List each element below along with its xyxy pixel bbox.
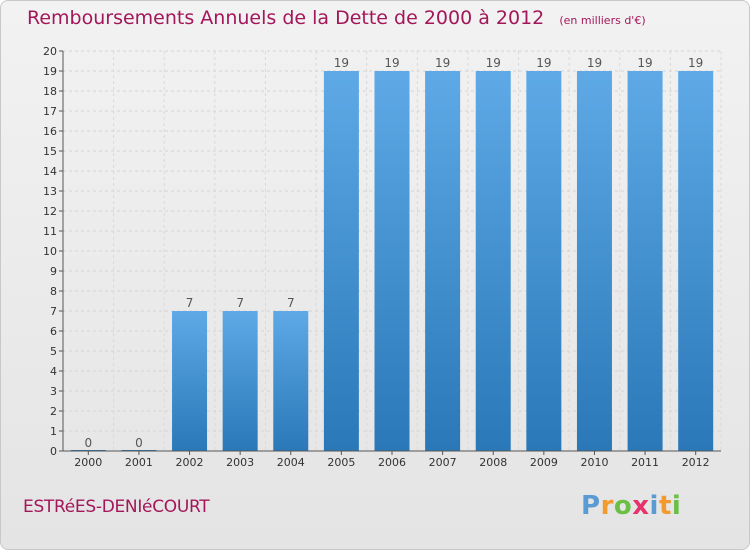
y-tick-label: 2	[50, 405, 57, 418]
bar	[627, 71, 663, 451]
y-tick-label: 1	[50, 425, 57, 438]
x-tick-label: 2006	[378, 456, 406, 469]
y-tick-label: 4	[50, 365, 57, 378]
x-tick-label: 2012	[682, 456, 710, 469]
y-tick-label: 9	[50, 265, 57, 278]
x-tick-label: 2002	[176, 456, 204, 469]
x-tick-label: 2008	[479, 456, 507, 469]
x-tick-label: 2011	[631, 456, 659, 469]
y-tick-label: 20	[43, 45, 57, 58]
data-label: 19	[435, 56, 450, 70]
data-label: 19	[536, 56, 551, 70]
bar	[374, 71, 410, 451]
y-tick-label: 8	[50, 285, 57, 298]
y-tick-label: 17	[43, 105, 57, 118]
bar	[222, 311, 258, 451]
data-label: 19	[384, 56, 399, 70]
bar	[526, 71, 562, 451]
y-tick-label: 11	[43, 225, 57, 238]
x-tick-label: 2001	[125, 456, 153, 469]
y-tick-label: 14	[43, 165, 57, 178]
axes	[59, 50, 721, 455]
x-tick-label: 2010	[580, 456, 608, 469]
bar	[323, 71, 359, 451]
y-tick-label: 7	[50, 305, 57, 318]
y-tick-label: 12	[43, 205, 57, 218]
data-label: 7	[236, 296, 244, 310]
x-tick-label: 2005	[327, 456, 355, 469]
y-tick-label: 18	[43, 85, 57, 98]
x-tick-label: 2003	[226, 456, 254, 469]
data-label: 19	[486, 56, 501, 70]
y-tick-label: 19	[43, 65, 57, 78]
data-label: 19	[688, 56, 703, 70]
bar	[172, 311, 208, 451]
data-label: 0	[135, 436, 143, 450]
proxiti-logo: Proxiti	[581, 491, 682, 521]
title-row: Remboursements Annuels de la Dette de 20…	[27, 7, 646, 29]
data-label: 7	[287, 296, 295, 310]
bar	[273, 311, 309, 451]
commune-name: ESTRéES-DENIéCOURT	[23, 497, 210, 517]
bars	[70, 71, 714, 451]
y-tick-label: 15	[43, 145, 57, 158]
bar	[475, 71, 511, 451]
bar	[425, 71, 461, 451]
y-tick-label: 10	[43, 245, 57, 258]
labels: 0123456789101112131415161718192002000020…	[43, 45, 710, 469]
x-tick-label: 2009	[530, 456, 558, 469]
x-tick-label: 2000	[74, 456, 102, 469]
x-tick-label: 2007	[429, 456, 457, 469]
chart-unit: (en milliers d'€)	[559, 14, 646, 27]
data-label: 7	[186, 296, 194, 310]
y-tick-label: 0	[50, 445, 57, 458]
y-tick-label: 16	[43, 125, 57, 138]
chart-title: Remboursements Annuels de la Dette de 20…	[27, 7, 545, 29]
y-tick-label: 13	[43, 185, 57, 198]
data-label: 0	[84, 436, 92, 450]
data-label: 19	[637, 56, 652, 70]
y-tick-label: 5	[50, 345, 57, 358]
y-tick-label: 3	[50, 385, 57, 398]
y-tick-label: 6	[50, 325, 57, 338]
x-tick-label: 2004	[277, 456, 305, 469]
bar	[678, 71, 714, 451]
data-label: 19	[334, 56, 349, 70]
data-label: 19	[587, 56, 602, 70]
bar	[576, 71, 612, 451]
